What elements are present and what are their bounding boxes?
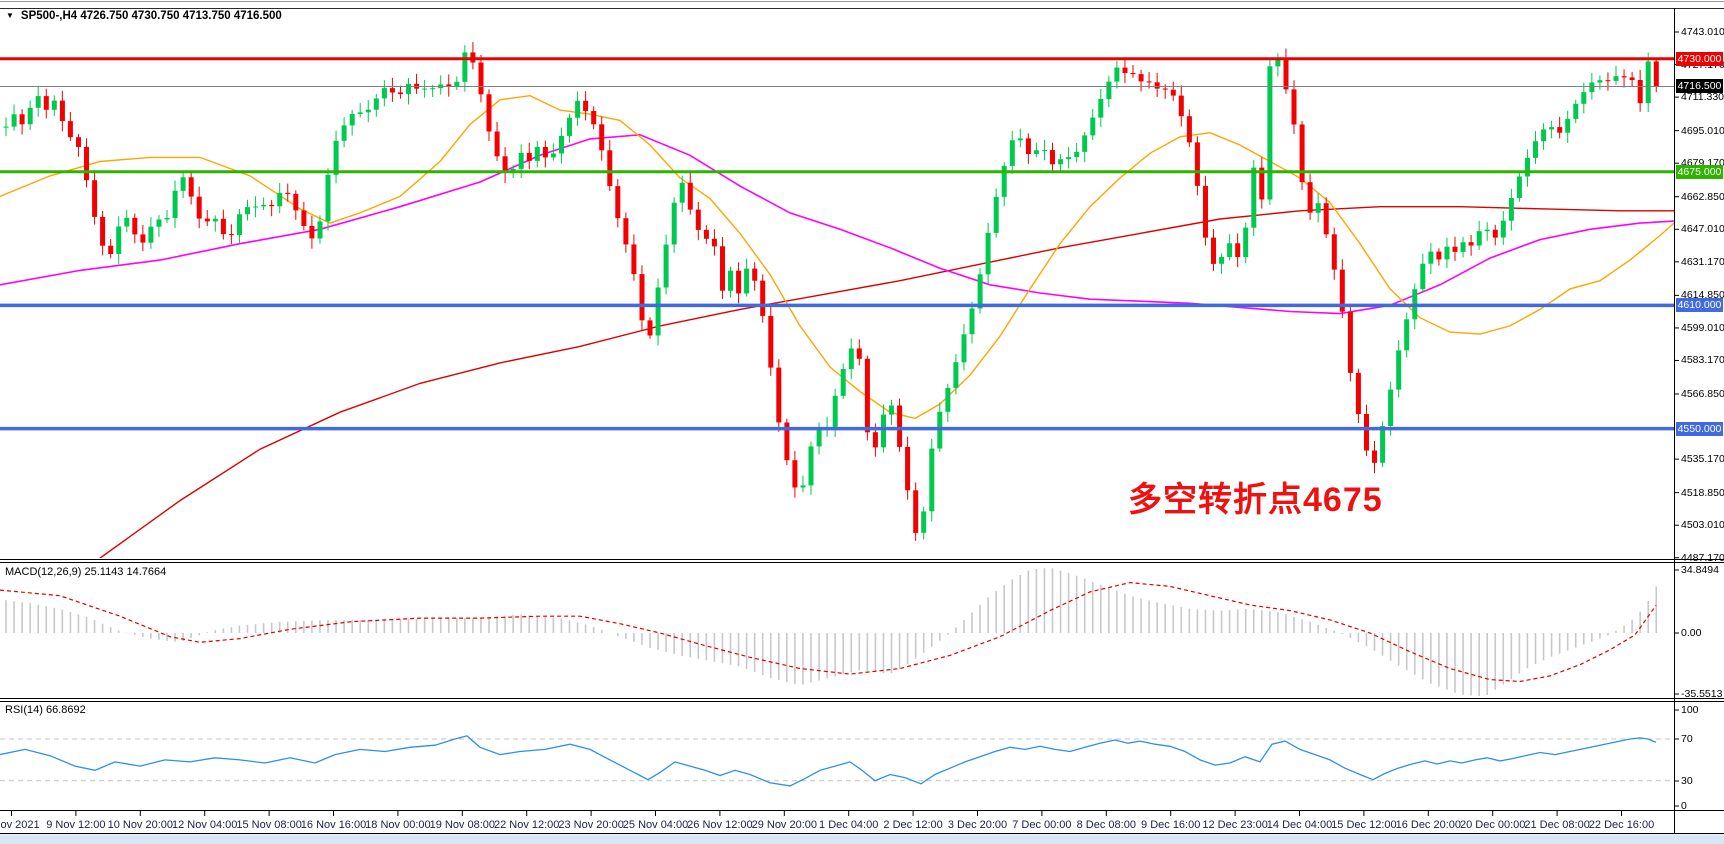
macd-pane-layer [0, 568, 1658, 696]
ma-fast-orange-line [0, 94, 1674, 420]
main-pane-layer [0, 42, 1674, 558]
macd-signal-line [0, 581, 1657, 683]
rsi-line [0, 735, 1657, 787]
bottom-strip [0, 834, 1724, 844]
ma-slow-red-line [99, 205, 1674, 558]
price-axis[interactable] [1674, 8, 1724, 810]
time-axis[interactable] [0, 811, 1674, 833]
ma-mid-magenta-line [0, 133, 1674, 315]
rsi-pane-layer [0, 735, 1674, 787]
candles-layer [3, 42, 1659, 541]
